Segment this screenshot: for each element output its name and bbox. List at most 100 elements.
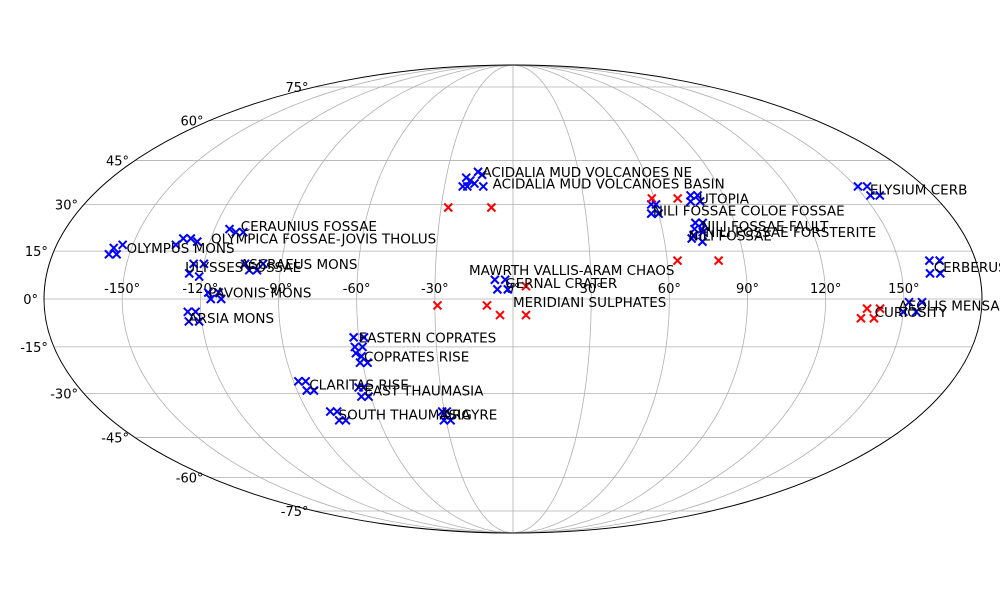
lon-tick-label: -150° xyxy=(104,282,140,297)
lon-tick-label: 30° xyxy=(580,282,603,297)
data-point-marker xyxy=(521,310,531,320)
data-point-marker xyxy=(443,202,453,213)
site-label: NILI FOSSAE xyxy=(689,228,772,244)
data-point-marker xyxy=(258,259,268,269)
data-point-marker xyxy=(713,255,724,266)
data-point-marker xyxy=(686,233,697,244)
lat-tick-label: 15° xyxy=(25,245,48,260)
data-point-marker xyxy=(302,385,312,396)
lat-tick-label: -45° xyxy=(101,432,129,447)
data-point-marker xyxy=(178,233,188,244)
lon-tick-label: -60° xyxy=(343,282,371,297)
data-point-marker xyxy=(461,172,471,183)
data-point-marker xyxy=(917,297,927,307)
site-label: ELYSIUM CERB xyxy=(870,182,967,198)
lat-tick-label: -60° xyxy=(176,471,204,486)
site-label: OLYMPICA FOSSAE-JOVIS THOLUS xyxy=(211,231,436,247)
data-point-marker xyxy=(486,202,497,213)
data-point-marker xyxy=(653,208,664,219)
data-point-marker xyxy=(206,294,216,304)
data-point-marker xyxy=(521,281,531,291)
data-point-marker xyxy=(359,332,369,343)
data-point-marker xyxy=(478,181,489,192)
data-point-marker xyxy=(194,316,204,327)
data-point-marker xyxy=(935,268,946,279)
lat-tick-label: -15° xyxy=(20,341,48,356)
data-point-marker xyxy=(171,240,181,250)
data-point-marker xyxy=(869,313,879,323)
data-point-marker xyxy=(216,294,226,304)
site-label: NILI FOSSAE FAULT xyxy=(701,219,829,235)
data-point-marker xyxy=(355,357,365,368)
data-point-marker xyxy=(651,199,661,210)
data-point-marker xyxy=(188,259,199,269)
data-point-marker xyxy=(695,196,705,207)
data-point-marker xyxy=(309,385,319,396)
site-label: UTOPIA xyxy=(699,191,750,207)
site-label: GERNAL CRATER xyxy=(505,276,617,292)
site-label: CURIOSITY xyxy=(875,305,948,321)
data-point-marker xyxy=(875,190,885,201)
data-point-marker xyxy=(934,255,945,266)
site-label: ACIDALIA MUD VOLCANOES BASIN xyxy=(493,177,725,193)
data-point-marker xyxy=(925,268,935,279)
data-point-marker xyxy=(109,243,119,253)
data-points xyxy=(104,167,946,426)
data-point-marker xyxy=(293,376,304,387)
data-point-marker xyxy=(439,415,449,426)
site-label: ASCRAEUS MONS xyxy=(240,257,358,273)
data-point-marker xyxy=(495,310,505,320)
data-point-marker xyxy=(865,190,876,201)
site-label: MERIDIANI SULPHATES xyxy=(513,295,666,311)
site-label: PAVONIS MONS xyxy=(208,286,311,302)
graticule xyxy=(44,64,982,534)
data-point-marker xyxy=(244,265,254,275)
data-point-marker xyxy=(672,193,683,204)
site-label: CLARITAS RISE xyxy=(309,377,409,393)
site-label: NILI FOSSAE FORSTERITE xyxy=(705,225,876,241)
lat-tick-label: -75° xyxy=(281,505,309,520)
lon-tick-label: 120° xyxy=(810,282,841,297)
data-point-marker xyxy=(334,415,344,426)
data-point-marker xyxy=(231,227,241,237)
map-boundary xyxy=(43,64,983,534)
site-label: EAST THAUMASIA xyxy=(364,383,484,399)
data-point-marker xyxy=(898,307,908,317)
data-point-marker xyxy=(911,307,921,317)
site-label: ARSIA MONS xyxy=(188,311,274,327)
data-point-marker xyxy=(432,300,443,311)
data-point-marker xyxy=(862,303,872,314)
data-point-marker xyxy=(458,181,468,192)
data-point-marker xyxy=(332,406,342,417)
lat-tick-label: 75° xyxy=(285,81,308,96)
data-point-marker xyxy=(500,275,510,285)
data-point-marker xyxy=(351,348,361,358)
data-point-marker xyxy=(862,181,872,192)
data-point-marker xyxy=(490,275,500,285)
data-point-marker xyxy=(213,287,224,298)
data-point-marker xyxy=(238,227,249,237)
site-label: CERBERUS xyxy=(934,260,1000,276)
data-point-marker xyxy=(224,224,235,234)
data-point-marker xyxy=(646,208,656,219)
data-point-marker xyxy=(503,284,513,295)
data-point-marker xyxy=(482,300,492,311)
site-label: ULYSSES FOSSAE xyxy=(185,260,301,276)
data-point-marker xyxy=(240,259,250,269)
site-label: MAWRTH VALLIS-ARAM CHAOS xyxy=(469,263,674,279)
data-point-marker xyxy=(300,376,311,387)
data-point-marker xyxy=(117,240,128,250)
data-point-marker xyxy=(348,332,359,343)
lon-tick-label: 0° xyxy=(506,282,521,297)
data-point-marker xyxy=(183,307,193,317)
site-label: NILI FOSSAE COLOE FOSSAE xyxy=(653,204,845,220)
data-point-marker xyxy=(356,391,367,402)
data-point-marker xyxy=(924,255,935,266)
lon-tick-label: -90° xyxy=(265,282,293,297)
data-point-marker xyxy=(186,233,196,244)
data-point-marker xyxy=(192,236,202,247)
site-label: CERAUNIUS FOSSAE xyxy=(241,219,377,235)
lon-tick-label: 150° xyxy=(888,282,919,297)
lon-tick-label: 60° xyxy=(658,282,681,297)
